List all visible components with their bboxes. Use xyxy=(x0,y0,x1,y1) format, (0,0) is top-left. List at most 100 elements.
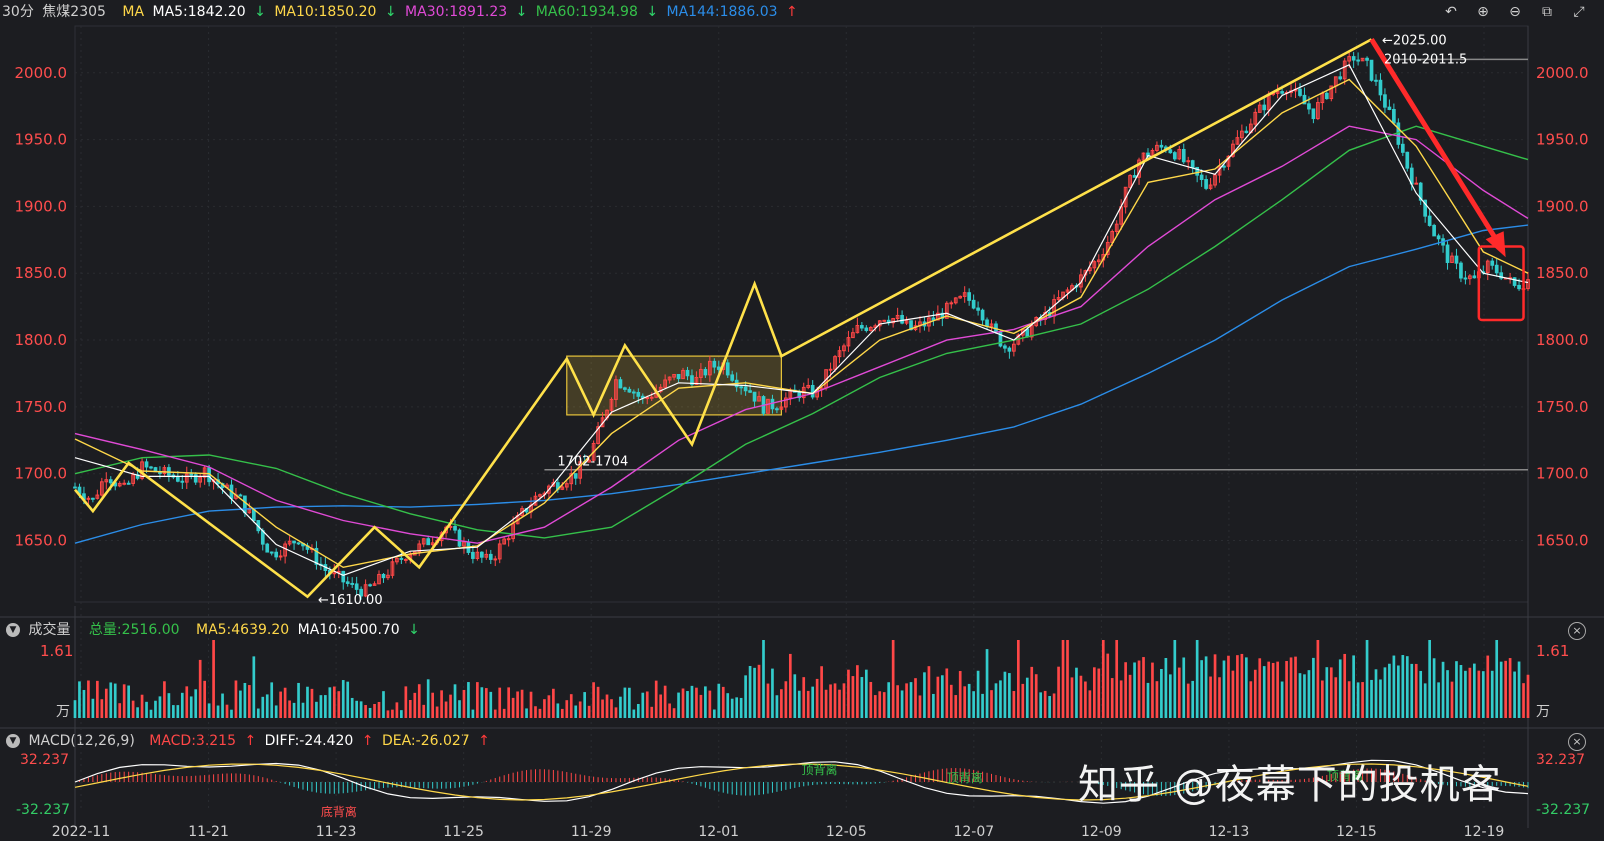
volume-bar xyxy=(824,689,828,718)
volume-bar xyxy=(985,649,989,718)
zoom-in-icon[interactable]: ⊕ xyxy=(1477,4,1489,20)
volume-bar xyxy=(252,656,256,718)
volume-bar xyxy=(780,689,783,718)
candle-body xyxy=(1450,255,1454,263)
candle-body xyxy=(980,309,985,321)
volume-bar xyxy=(319,695,323,718)
x-tick-label: 11-29 xyxy=(571,824,612,840)
volume-bar xyxy=(404,686,408,718)
candle-body xyxy=(184,473,189,483)
price-plot-area xyxy=(74,25,1529,603)
candle-body xyxy=(1383,94,1387,108)
candle-body xyxy=(1360,57,1365,62)
candle-body xyxy=(618,379,623,389)
volume-bar xyxy=(672,708,676,718)
y-tick-label-right: 1950.0 xyxy=(1536,131,1589,149)
candle-body xyxy=(368,584,372,587)
candle-body xyxy=(667,376,672,381)
volume-bar xyxy=(1200,660,1203,718)
x-tick-label: 12-07 xyxy=(953,824,994,840)
volume-bar xyxy=(1490,670,1494,718)
volume-bar xyxy=(945,668,949,718)
fullscreen-icon[interactable]: ⤢ xyxy=(1573,4,1585,20)
volume-bar xyxy=(753,667,756,718)
volume-bar xyxy=(440,690,443,718)
volume-bar xyxy=(1070,677,1074,718)
volume-bar xyxy=(1030,666,1034,718)
volume-bar xyxy=(1182,657,1186,718)
volume-bar xyxy=(994,683,998,718)
candle-body xyxy=(1454,255,1459,264)
candle-body xyxy=(1244,130,1249,134)
volume-bar xyxy=(292,702,296,718)
volume-bar xyxy=(1298,673,1302,718)
x-tick-label: 12-19 xyxy=(1464,824,1505,840)
volume-bar xyxy=(1249,681,1253,718)
volume-bar xyxy=(628,687,631,718)
volume-bar xyxy=(1079,675,1083,718)
volume-bar xyxy=(1504,660,1507,718)
ma60-arrow: ↓ xyxy=(646,4,659,20)
volume-collapse-icon[interactable]: ▼ xyxy=(6,623,20,637)
volume-bar xyxy=(610,699,613,718)
ma-label: MA xyxy=(122,4,145,20)
volume-bar xyxy=(981,693,984,718)
chart-toolbar: ↶ ⊕ ⊖ ⧉ ⤢ xyxy=(1442,0,1592,24)
volume-bar xyxy=(1168,674,1172,718)
candle-body xyxy=(1007,347,1012,352)
volume-bar xyxy=(511,697,515,718)
volume-bar xyxy=(793,674,797,718)
volume-close-icon[interactable]: × xyxy=(1568,622,1586,640)
volume-bar xyxy=(1008,673,1011,718)
volume-bar xyxy=(860,677,864,718)
volume-bar xyxy=(100,699,104,718)
candle-body xyxy=(506,538,511,541)
macd-close-icon[interactable]: × xyxy=(1568,733,1586,751)
x-tick-label: 12-09 xyxy=(1081,824,1122,840)
period-label[interactable]: 30分 xyxy=(2,4,34,20)
volume-bar xyxy=(163,681,166,718)
candle-body xyxy=(596,426,600,444)
volume-bar xyxy=(391,709,394,718)
undo-icon[interactable]: ↶ xyxy=(1445,4,1457,20)
volume-bar xyxy=(1401,655,1405,718)
volume-bar xyxy=(856,665,859,718)
volume-bar xyxy=(413,692,417,718)
volume-bar xyxy=(1088,690,1092,718)
volume-bar xyxy=(1003,671,1007,718)
volume-bar xyxy=(976,670,980,718)
volume-bar xyxy=(516,691,519,718)
layout-icon[interactable]: ⧉ xyxy=(1542,4,1552,20)
candle-body xyxy=(175,476,180,482)
candle-body xyxy=(864,327,869,331)
macd-panel-header: ▼ MACD(12,26,9) MACD:3.215 ↑ DIFF:-24.42… xyxy=(0,729,1604,753)
candle-body xyxy=(314,547,319,565)
zoom-out-icon[interactable]: ⊖ xyxy=(1509,4,1521,20)
candle-body xyxy=(238,494,243,497)
volume-bar xyxy=(896,685,899,718)
candle-body xyxy=(1253,111,1258,125)
candle-body xyxy=(623,387,627,390)
volume-bar xyxy=(113,683,117,718)
candle-body xyxy=(1387,106,1392,110)
volume-bar xyxy=(176,705,180,718)
candle-body xyxy=(708,360,712,376)
volume-bar xyxy=(1276,661,1279,718)
volume-bar xyxy=(721,686,725,718)
volume-bar xyxy=(829,684,832,718)
volume-bar xyxy=(386,710,390,718)
macd-collapse-icon[interactable]: ▼ xyxy=(6,734,20,748)
candle-body xyxy=(953,297,958,304)
volume-bar xyxy=(726,693,730,718)
candle-body xyxy=(1204,179,1208,189)
volume-bar xyxy=(645,691,649,718)
volume-bar xyxy=(131,700,135,718)
candle-body xyxy=(1423,199,1428,217)
volume-bar xyxy=(1075,667,1078,718)
candle-body xyxy=(502,538,507,545)
candle-body xyxy=(86,497,91,500)
volume-bar xyxy=(1459,665,1463,718)
volume-bar xyxy=(958,671,962,718)
volume-bar xyxy=(1303,674,1306,718)
